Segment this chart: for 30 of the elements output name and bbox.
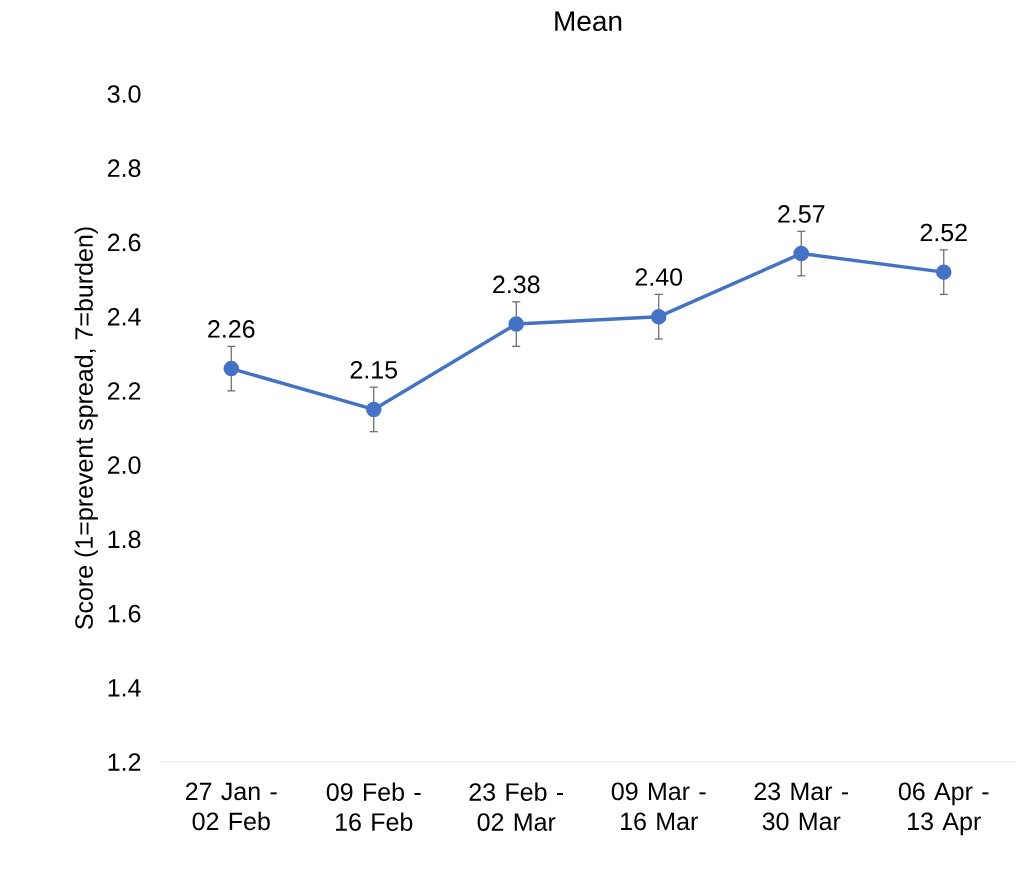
y-tick-label: 1.2 [108, 753, 141, 771]
point [223, 360, 239, 377]
y-tick-label: 2.8 [107, 159, 141, 178]
data-label: 2.57 [778, 205, 825, 223]
y-tick-label: 3.0 [107, 85, 141, 103]
point [651, 308, 667, 325]
y-tick-label: 1.6 [108, 604, 141, 623]
point [508, 316, 524, 332]
point [793, 245, 809, 262]
x-tick-label: 23 Mar - 30 Mar [754, 782, 849, 831]
y-tick-label: 2.0 [107, 456, 141, 474]
x-tick-label: 06 Apr - 13 Apr [898, 782, 989, 836]
data-label: 2.38 [493, 275, 540, 294]
x-tick-label: 09 Mar - 16 Mar [611, 782, 706, 831]
x-tick-label: 27 Jan - 02 Feb [185, 782, 277, 831]
data-label: 2.15 [350, 360, 398, 379]
data-label: 2.26 [208, 320, 255, 338]
y-tick-label: 2.4 [107, 307, 141, 326]
y-tick-label: 2.6 [107, 233, 141, 252]
y-tick-label: 1.8 [108, 530, 141, 549]
data-label: 2.40 [635, 268, 683, 286]
chart-title: Mean [555, 11, 622, 32]
y-axis-title: Score (1=prevent spread, 7=burden) [74, 227, 98, 630]
point [936, 264, 952, 280]
x-tick-label: 23 Feb - 02 Mar [469, 782, 564, 831]
y-tick-label: 1.4 [108, 679, 141, 697]
point [366, 401, 382, 418]
y-tick-label: 2.2 [107, 382, 141, 400]
data-label: 2.52 [920, 223, 967, 242]
x-tick-label: 09 Feb - 16 Feb [326, 782, 421, 831]
